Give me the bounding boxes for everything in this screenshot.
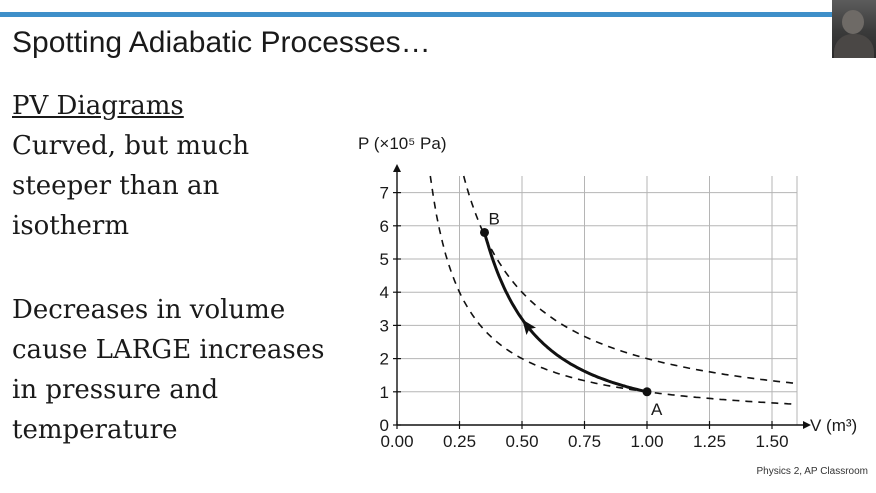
title-accent-bar — [0, 12, 832, 17]
point-b-label: B — [489, 209, 500, 228]
x-tick-label: 1.25 — [693, 432, 726, 451]
y-tick-label: 7 — [380, 184, 389, 203]
y-tick-label: 2 — [380, 350, 389, 369]
x-tick-label: 0.25 — [443, 432, 476, 451]
x-tick-label: 1.00 — [630, 432, 663, 451]
process-direction-arrow — [522, 319, 537, 335]
text-block-pv-diagrams: PV Diagrams Curved, but much steeper tha… — [12, 86, 357, 246]
slide-title: Spotting Adiabatic Processes… — [12, 26, 431, 59]
isotherm-curve — [429, 175, 798, 406]
pv-diagram-chart: AB 0.00 0.25 0.50 0.75 1.00 1.25 1.5001234567 … — [358, 134, 857, 451]
y-tick-label: 4 — [380, 283, 389, 302]
x-tick-label: 1.50 — [755, 432, 788, 451]
isotherm-curve — [462, 175, 798, 385]
text-line: steeper than an — [12, 171, 220, 201]
presenter-head — [842, 10, 864, 34]
adiabatic-process-curve — [483, 232, 648, 394]
text-block-volume-decrease: Decreases in volume cause LARGE increase… — [12, 290, 357, 450]
x-tick-label: 0.75 — [568, 432, 601, 451]
text-line: Curved, but much — [12, 131, 250, 161]
point-a-label: A — [651, 400, 663, 419]
y-tick-label: 1 — [380, 383, 389, 402]
y-tick-label: 6 — [380, 217, 389, 236]
text-line: isotherm — [12, 211, 129, 241]
x-tick-label: 0.00 — [380, 432, 413, 451]
text-line: temperature — [12, 415, 178, 445]
point-b-marker — [480, 227, 489, 237]
text-line: Decreases in volume — [12, 295, 286, 325]
y-tick-label: 0 — [380, 416, 389, 435]
y-tick-label: 3 — [380, 316, 389, 335]
x-tick-label: 0.50 — [505, 432, 538, 451]
x-axis-label: V (m³) — [810, 416, 857, 435]
text-line: in pressure and — [12, 375, 219, 405]
point-a-marker — [642, 387, 652, 397]
text-line: cause LARGE increases — [12, 335, 325, 365]
y-axis-label: P (×10⁵ Pa) — [358, 134, 446, 153]
pv-diagrams-heading: PV Diagrams — [12, 91, 184, 121]
presenter-shoulders — [834, 34, 874, 58]
y-tick-label: 5 — [380, 250, 389, 269]
presenter-video-thumbnail[interactable] — [832, 0, 876, 58]
attribution: Physics 2, AP Classroom — [756, 466, 868, 477]
